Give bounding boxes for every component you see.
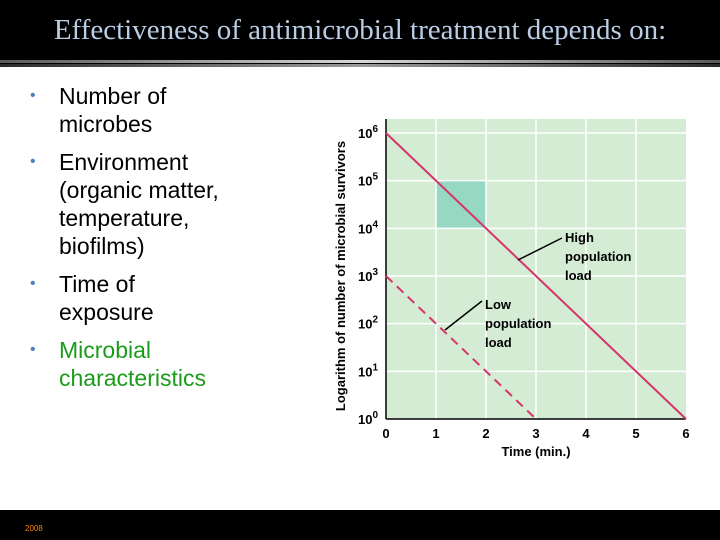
bullet-text-line: microbes [59, 111, 153, 137]
bullet-text-line: Number of [59, 83, 167, 109]
bullet-item: • Time of exposure [30, 270, 290, 326]
y-tick-label: 104 [358, 219, 378, 236]
series-callout-leader [444, 300, 483, 331]
y-tick-exponent: 0 [372, 410, 378, 421]
x-tick-label: 3 [532, 426, 539, 441]
series-line-high-load [385, 132, 687, 420]
bullet-text-line: Time of [59, 271, 135, 297]
x-tick-label: 4 [582, 426, 590, 441]
series-callout-label: population [565, 249, 631, 264]
footer-bar [0, 510, 720, 540]
series-line-low-load [385, 275, 537, 420]
x-tick-label: 1 [432, 426, 439, 441]
y-tick-label: 103 [358, 267, 378, 284]
bullet-text-line: temperature, [59, 205, 190, 231]
y-tick-exponent: 4 [372, 219, 378, 230]
bullet-marker: • [30, 275, 36, 292]
x-tick-label: 6 [682, 426, 689, 441]
bullet-text-line: Environment [59, 149, 189, 175]
y-tick-label: 105 [358, 172, 378, 189]
y-tick-base: 10 [358, 317, 372, 332]
y-tick-base: 10 [358, 126, 372, 141]
y-tick-label: 100 [358, 410, 378, 427]
slide-title: Effectiveness of antimicrobial treatment… [53, 14, 667, 46]
bullet-text-line: characteristics [59, 365, 206, 391]
bullet-text-line: biofilms) [59, 233, 145, 259]
title-bar [0, 0, 720, 66]
series-callout-label: High [565, 230, 594, 245]
series-callout-label: load [485, 335, 512, 350]
y-tick-exponent: 3 [372, 267, 378, 278]
y-tick-base: 10 [358, 412, 372, 427]
x-axis-title: Time (min.) [501, 444, 570, 459]
bullet-marker: • [30, 153, 36, 170]
bullet-marker: • [30, 87, 36, 104]
y-tick-base: 10 [358, 364, 372, 379]
x-tick-label: 0 [382, 426, 389, 441]
footer-year: 2008 [25, 524, 43, 533]
bullet-text-line: (organic matter, [59, 177, 219, 203]
y-tick-label: 101 [358, 362, 378, 379]
series-callout-label: population [485, 316, 551, 331]
x-tick-label: 5 [632, 426, 639, 441]
series-callout-leader [517, 237, 563, 261]
y-tick-label: 106 [358, 124, 378, 141]
y-tick-exponent: 2 [372, 315, 378, 326]
bullet-item: • Microbial characteristics [30, 336, 290, 392]
bullet-item: • Number of microbes [30, 82, 290, 138]
y-tick-label: 102 [358, 315, 378, 332]
bullet-text-line: exposure [59, 299, 154, 325]
x-tick-label: 2 [482, 426, 489, 441]
series-callout-label: Low [485, 297, 512, 312]
y-tick-base: 10 [358, 221, 372, 236]
title-divider-bottom [0, 64, 720, 67]
bullet-list: • Number of microbes • Environment (organic m… [30, 82, 290, 402]
y-tick-base: 10 [358, 269, 372, 284]
y-tick-exponent: 5 [372, 172, 378, 183]
bullet-marker: • [30, 341, 36, 358]
y-tick-exponent: 1 [372, 362, 378, 373]
series-callout-label: load [565, 268, 592, 283]
bullet-text-line: Microbial [59, 337, 152, 363]
title-divider-top [0, 60, 720, 63]
bullet-item: • Environment (organic matter, temperature,… [30, 148, 290, 260]
y-tick-base: 10 [358, 174, 372, 189]
y-axis-title: Logarithm of number of microbial survivo… [333, 141, 348, 411]
y-tick-exponent: 6 [372, 124, 378, 135]
